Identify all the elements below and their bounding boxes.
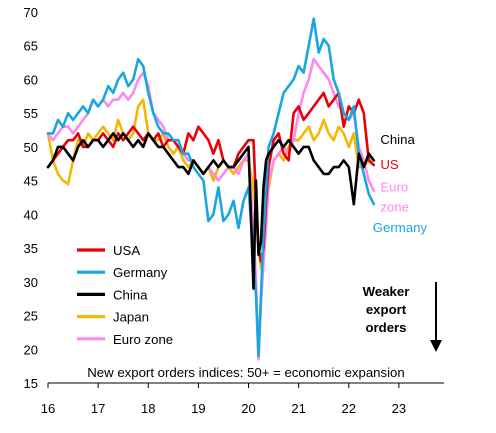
series-line-euro-zone	[46, 57, 376, 361]
end-label: Germany	[373, 220, 428, 235]
x-tick-label: 19	[191, 401, 205, 416]
y-tick-label: 60	[24, 72, 38, 87]
y-tick-label: 15	[24, 376, 38, 391]
series-layer	[46, 17, 376, 361]
down-arrow-head	[430, 340, 442, 352]
end-label: US	[380, 157, 399, 172]
y-axis: 15 20 25 30 35 40 45 50 55 60 65 70	[24, 5, 38, 391]
legend-label: Euro zone	[113, 332, 173, 347]
y-tick-label: 70	[24, 5, 38, 20]
x-axis: 16 17 18 19 20 21 22 23	[41, 382, 444, 416]
y-tick-label: 50	[24, 140, 38, 155]
legend-label: China	[113, 287, 148, 302]
weaker-export-orders-annotation: Weaker export orders	[363, 282, 442, 352]
legend: USA Germany China Japan Euro zone	[77, 243, 173, 347]
y-tick-label: 30	[24, 275, 38, 290]
y-tick-label: 25	[24, 309, 38, 324]
annotation-text: export	[366, 302, 407, 317]
y-tick-label: 20	[24, 342, 38, 357]
annotation-text: orders	[365, 320, 406, 335]
legend-label: Germany	[113, 265, 168, 280]
chart-caption: New export orders indices: 50+ = economi…	[87, 365, 404, 380]
y-tick-label: 35	[24, 241, 38, 256]
end-label: China	[380, 132, 415, 147]
x-tick-label: 23	[392, 401, 406, 416]
x-tick-label: 21	[291, 401, 305, 416]
x-tick-label: 22	[342, 401, 356, 416]
series-line-china	[46, 132, 376, 290]
y-tick-label: 65	[24, 39, 38, 54]
legend-label: Japan	[113, 310, 149, 325]
y-tick-label: 40	[24, 207, 38, 222]
series-line-usa	[46, 91, 376, 263]
y-tick-label: 45	[24, 174, 38, 189]
legend-label: USA	[113, 243, 140, 258]
x-tick-label: 16	[41, 401, 55, 416]
series-line-germany	[46, 17, 376, 358]
y-tick-label: 55	[24, 106, 38, 121]
end-label: zone	[380, 200, 409, 215]
annotation-text: Weaker	[363, 284, 410, 299]
x-tick-label: 17	[91, 401, 105, 416]
x-tick-label: 20	[241, 401, 255, 416]
end-label: Euro	[380, 179, 408, 194]
x-tick-label: 18	[141, 401, 155, 416]
end-labels: China US Euro zone Germany	[373, 132, 428, 235]
